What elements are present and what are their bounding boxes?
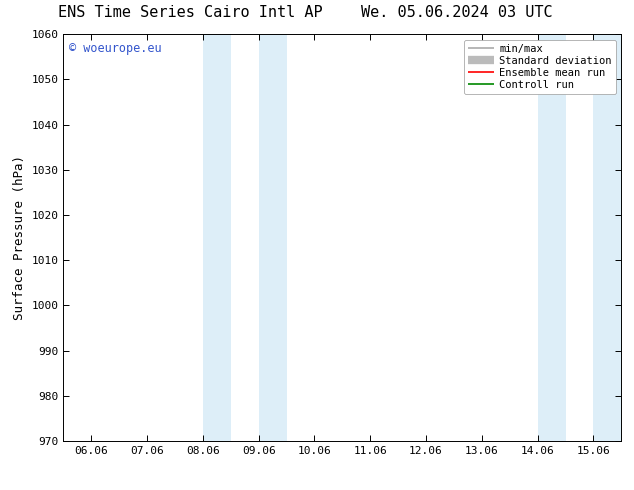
Y-axis label: Surface Pressure (hPa): Surface Pressure (hPa) bbox=[13, 155, 26, 320]
Bar bbox=[538, 34, 566, 441]
Bar bbox=[203, 34, 231, 441]
Bar bbox=[259, 34, 287, 441]
Text: We. 05.06.2024 03 UTC: We. 05.06.2024 03 UTC bbox=[361, 4, 552, 20]
Text: ENS Time Series Cairo Intl AP: ENS Time Series Cairo Intl AP bbox=[58, 4, 323, 20]
Legend: min/max, Standard deviation, Ensemble mean run, Controll run: min/max, Standard deviation, Ensemble me… bbox=[464, 40, 616, 94]
Bar bbox=[593, 34, 621, 441]
Text: © woeurope.eu: © woeurope.eu bbox=[69, 43, 162, 55]
